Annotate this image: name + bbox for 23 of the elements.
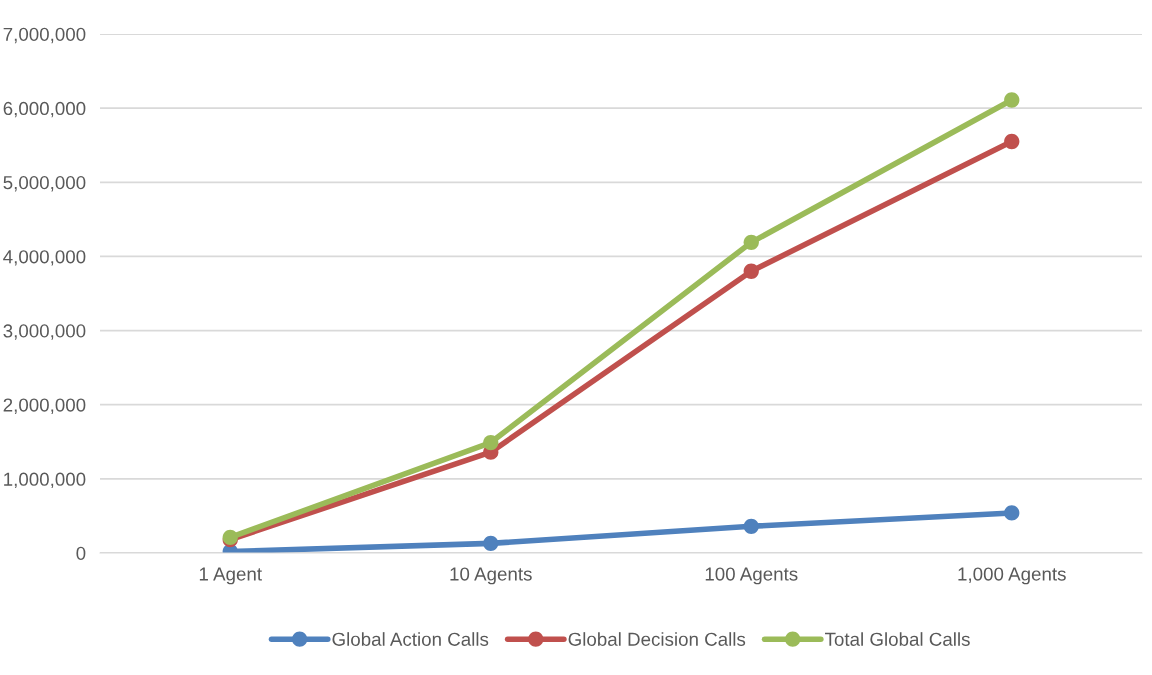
legend-label: Total Global Calls	[825, 632, 970, 646]
legend-label: Global Action Calls	[332, 632, 489, 646]
x-tick-label: 100 Agents	[705, 567, 798, 585]
legend-label: Global Decision Calls	[568, 632, 746, 646]
point	[743, 518, 759, 534]
point	[1004, 92, 1020, 108]
y-tick-label: 2,000,000	[3, 398, 86, 414]
point	[483, 434, 499, 451]
y-tick-label: 5,000,000	[3, 175, 86, 192]
point	[483, 535, 499, 551]
x-tick-label: 1 Agent	[199, 567, 262, 585]
point	[743, 234, 759, 250]
point	[1004, 133, 1020, 150]
x-tick-label: 1,000 Agents	[958, 567, 1066, 585]
x-tick-label: 10 Agents	[450, 567, 532, 585]
y-tick-label: 1,000,000	[4, 472, 86, 489]
y-tick-label: 7,000,000	[3, 27, 86, 44]
y-tick-label: 4,000,000	[3, 250, 86, 266]
y-tick-label: 3,000,000	[3, 324, 86, 340]
y-tick-label: 6,000,000	[3, 101, 86, 118]
point	[1004, 505, 1020, 521]
point	[743, 263, 759, 279]
y-tick-label: 0	[76, 546, 86, 560]
